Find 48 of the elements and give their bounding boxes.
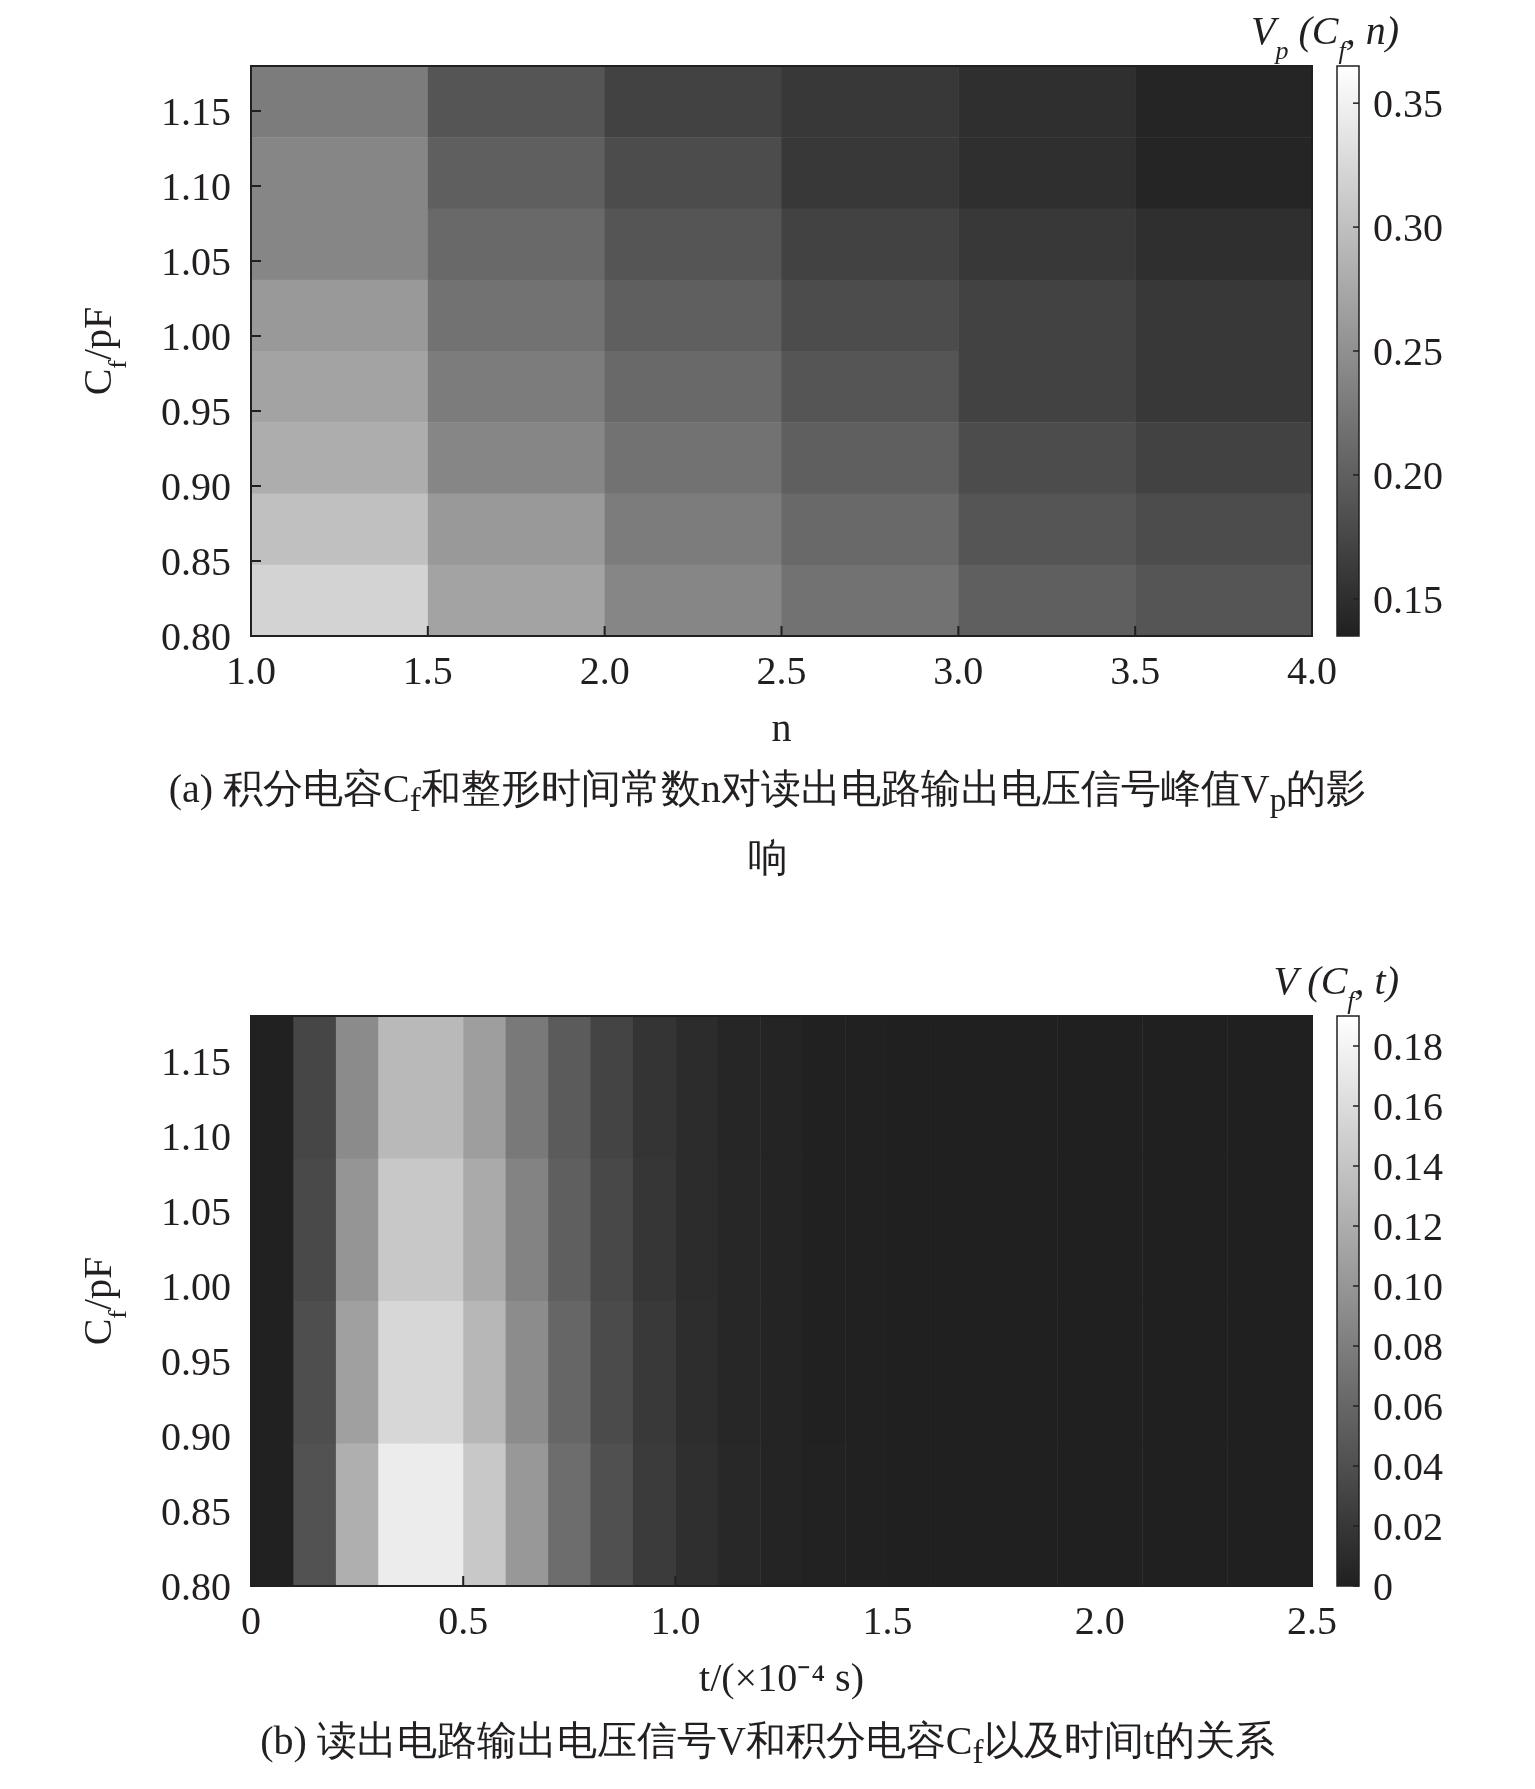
color-bar-label: 0.20 (1373, 452, 1443, 498)
y-tick-label: 0.90 (161, 464, 231, 509)
x-axis-title: t/(×10⁻⁴ s) (699, 1655, 864, 1700)
y-tick-label: 1.00 (161, 1264, 231, 1309)
color-bar-label: 0.25 (1373, 329, 1443, 374)
y-tick-label: 1.15 (161, 89, 231, 134)
text: (a) 积分电容C$_{f}$和整形时间常数n对读出电路输出电压信号峰值V$_{p}$的影响 (168, 766, 1367, 880)
y-tick-label: 0.90 (161, 1414, 231, 1459)
color-bar-label: 0.35 (1373, 81, 1443, 127)
color-bar-label: 0.06 (1373, 1384, 1443, 1429)
color-bar-label: 0.02 (1373, 1504, 1443, 1549)
x-tick-label: 0.5 (438, 1598, 489, 1643)
y-tick-label: 0.95 (161, 389, 231, 434)
x-tick-label: 2.5 (1287, 1598, 1337, 1643)
x-tick-label: 2.0 (579, 648, 630, 693)
color-bar-label: 0.12 (1373, 1204, 1443, 1249)
x-tick-label: 1.5 (862, 1598, 913, 1643)
text: (b) 读出电路输出电压信号V和积分电容C$_{f}$以及时间t的关系 (259, 1717, 1276, 1772)
color-bar-label: 0.14 (1373, 1144, 1443, 1189)
y-tick-label: 1.10 (161, 164, 231, 209)
x-tick-label: 4.0 (1287, 648, 1337, 693)
y-tick-label: 1.10 (161, 1114, 231, 1159)
color-bar-label: 0 (1373, 1564, 1393, 1609)
color-bar-label: 0.08 (1373, 1324, 1443, 1369)
y-tick-label: 1.00 (161, 314, 231, 359)
y-tick-label: 0.85 (161, 1489, 231, 1534)
color-bar-label: 0.18 (1373, 1024, 1443, 1069)
x-tick-label: 2.0 (1074, 1598, 1125, 1643)
y-tick-label: 1.05 (161, 1189, 231, 1234)
x-tick-label: 0 (241, 1598, 261, 1643)
color-bar-title: V (C$_{f}$, t) (1273, 958, 1399, 1015)
y-tick-label: 0.80 (161, 1564, 231, 1609)
color-bar-label: 0.15 (1373, 576, 1443, 622)
x-tick-label: 3.0 (933, 648, 984, 693)
x-axis-title: n (771, 705, 792, 750)
color-bar-label: 0.04 (1373, 1444, 1443, 1489)
x-tick-label: 1.5 (402, 648, 453, 693)
y-tick-label: 0.85 (161, 539, 231, 584)
y-tick-label: 0.95 (161, 1339, 231, 1384)
color-bar-label: 0.10 (1373, 1264, 1443, 1309)
color-bar-title: V$_{p}$ (C$_{f}$, n) (1251, 8, 1399, 65)
x-tick-label: 2.5 (756, 648, 807, 693)
x-tick-label: 3.5 (1110, 648, 1161, 693)
y-tick-label: 1.15 (161, 1039, 231, 1084)
x-tick-label: 1.0 (650, 1598, 701, 1643)
y-tick-label: 1.05 (161, 239, 231, 284)
color-bar-label: 0.30 (1373, 205, 1443, 251)
color-bar-label: 0.16 (1373, 1084, 1443, 1129)
